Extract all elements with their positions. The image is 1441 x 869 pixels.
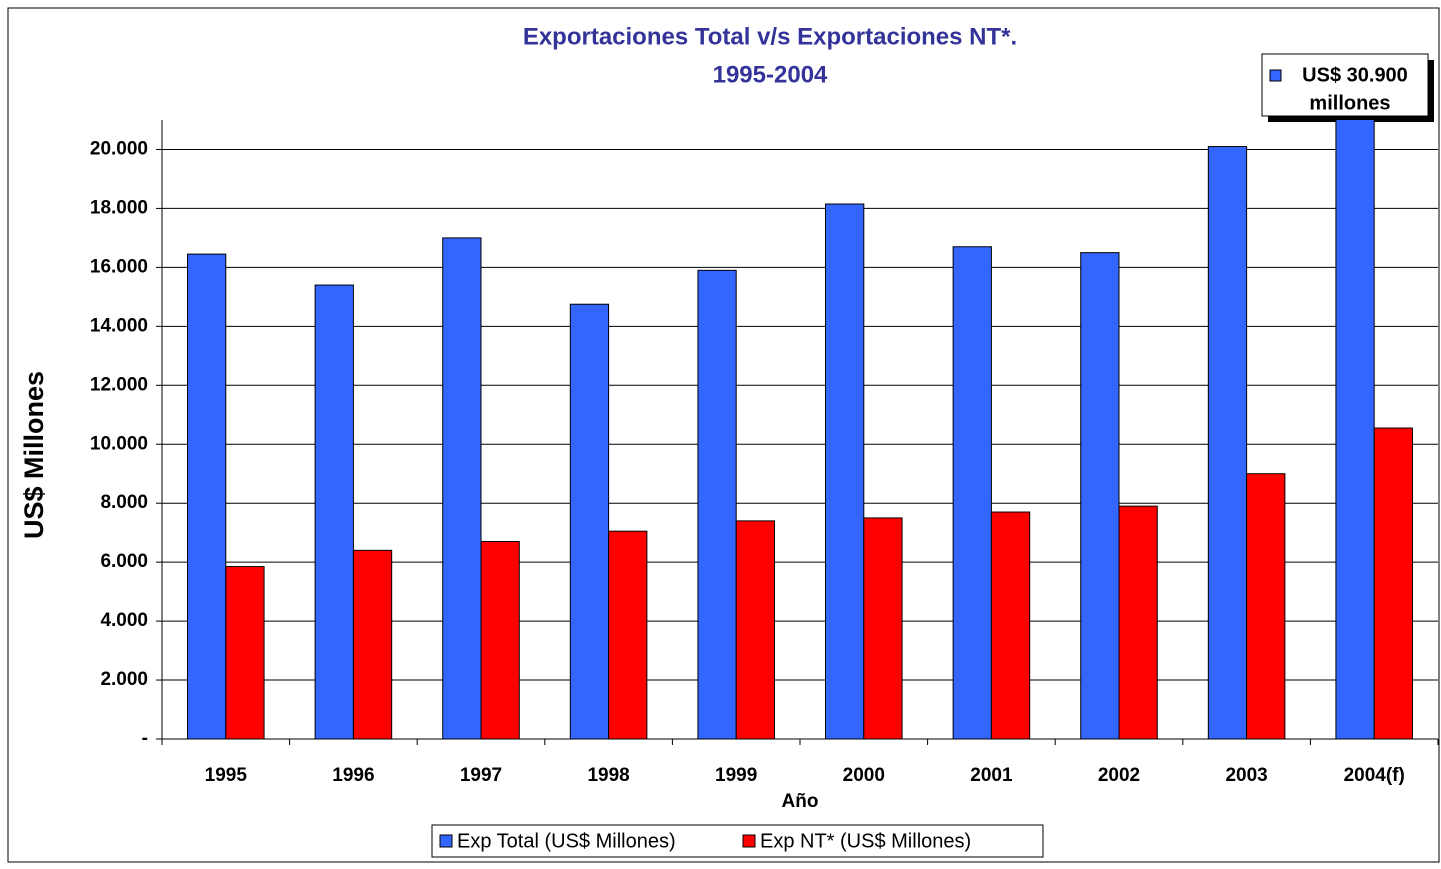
bar [825,203,865,740]
bar [352,549,393,740]
y-tick-label: 16.000 [90,256,148,277]
x-tick-label: 2004(f) [1344,765,1405,786]
bar [863,517,903,740]
legend-label: Exp NT* (US$ Millones) [760,830,971,852]
legend-swatch [742,834,756,848]
y-tick-label: 4.000 [100,610,148,631]
y-tick-label: 10.000 [90,433,148,454]
legend-swatch [439,834,453,848]
annotation-text: millones [1309,92,1390,114]
annotation-swatch [1269,69,1282,82]
x-tick-label: 2002 [1098,765,1140,786]
x-axis-title: Año [782,791,819,812]
x-tick-label: 2000 [843,765,885,786]
x-tick-label: 1995 [205,765,248,786]
bar [569,303,610,740]
y-tick-label: 14.000 [90,315,148,336]
chart-title: Exportaciones Total v/s Exportaciones NT… [523,23,1017,50]
y-tick-label: 20.000 [90,138,148,159]
bar [1207,146,1248,740]
bar [735,520,775,740]
x-tick-label: 1998 [587,765,629,786]
bar [1373,427,1413,740]
annotation-text: US$ 30.900 [1302,64,1408,86]
bar [314,284,354,740]
legend-label: Exp Total (US$ Millones) [457,830,676,852]
x-tick-label: 1996 [332,765,374,786]
bar [990,511,1031,740]
x-tick-label: 1999 [715,765,757,786]
bar [187,253,227,740]
annotation-box [1261,53,1429,117]
bar [1080,252,1120,740]
y-tick-label: 8.000 [100,492,148,513]
x-tick-label: 1997 [460,765,502,786]
x-tick-label: 2003 [1225,765,1267,786]
y-tick-label: 12.000 [90,374,148,395]
y-tick-label: - [142,728,148,749]
y-tick-label: 18.000 [90,197,148,218]
x-tick-label: 2001 [970,765,1013,786]
bar [697,269,737,740]
bar [1118,505,1158,740]
bar [952,246,992,740]
bar [1335,120,1375,740]
legend-box [431,824,1044,858]
bar [480,541,520,740]
bar [442,237,482,740]
bars [187,120,1413,740]
y-tick-label: 2.000 [100,669,148,690]
bar [1246,473,1286,740]
y-axis-title: US$ Millones [19,371,49,539]
bar [608,530,648,740]
bar [225,566,265,740]
chart-subtitle: 1995-2004 [713,61,828,88]
y-tick-label: 6.000 [100,551,148,572]
